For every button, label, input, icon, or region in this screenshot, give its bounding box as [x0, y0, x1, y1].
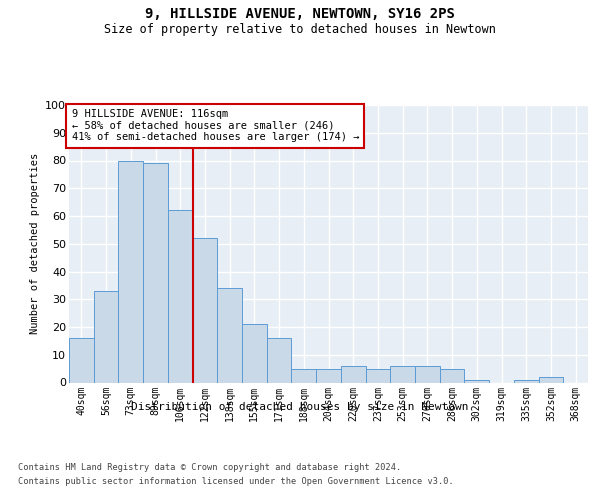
Text: 9 HILLSIDE AVENUE: 116sqm
← 58% of detached houses are smaller (246)
41% of semi: 9 HILLSIDE AVENUE: 116sqm ← 58% of detac… — [71, 109, 359, 142]
Bar — [168, 210, 193, 382]
Bar — [390, 366, 415, 382]
Bar — [440, 368, 464, 382]
Text: Size of property relative to detached houses in Newtown: Size of property relative to detached ho… — [104, 22, 496, 36]
Y-axis label: Number of detached properties: Number of detached properties — [29, 153, 40, 334]
Bar — [143, 164, 168, 382]
Bar — [267, 338, 292, 382]
Text: Distribution of detached houses by size in Newtown: Distribution of detached houses by size … — [131, 402, 469, 412]
Bar — [341, 366, 365, 382]
Bar — [94, 291, 118, 382]
Bar — [242, 324, 267, 382]
Bar — [415, 366, 440, 382]
Bar — [118, 160, 143, 382]
Bar — [514, 380, 539, 382]
Bar — [365, 368, 390, 382]
Text: Contains public sector information licensed under the Open Government Licence v3: Contains public sector information licen… — [18, 478, 454, 486]
Bar — [539, 377, 563, 382]
Bar — [193, 238, 217, 382]
Bar — [292, 368, 316, 382]
Text: 9, HILLSIDE AVENUE, NEWTOWN, SY16 2PS: 9, HILLSIDE AVENUE, NEWTOWN, SY16 2PS — [145, 8, 455, 22]
Bar — [464, 380, 489, 382]
Bar — [217, 288, 242, 382]
Bar — [316, 368, 341, 382]
Bar — [69, 338, 94, 382]
Text: Contains HM Land Registry data © Crown copyright and database right 2024.: Contains HM Land Registry data © Crown c… — [18, 462, 401, 471]
